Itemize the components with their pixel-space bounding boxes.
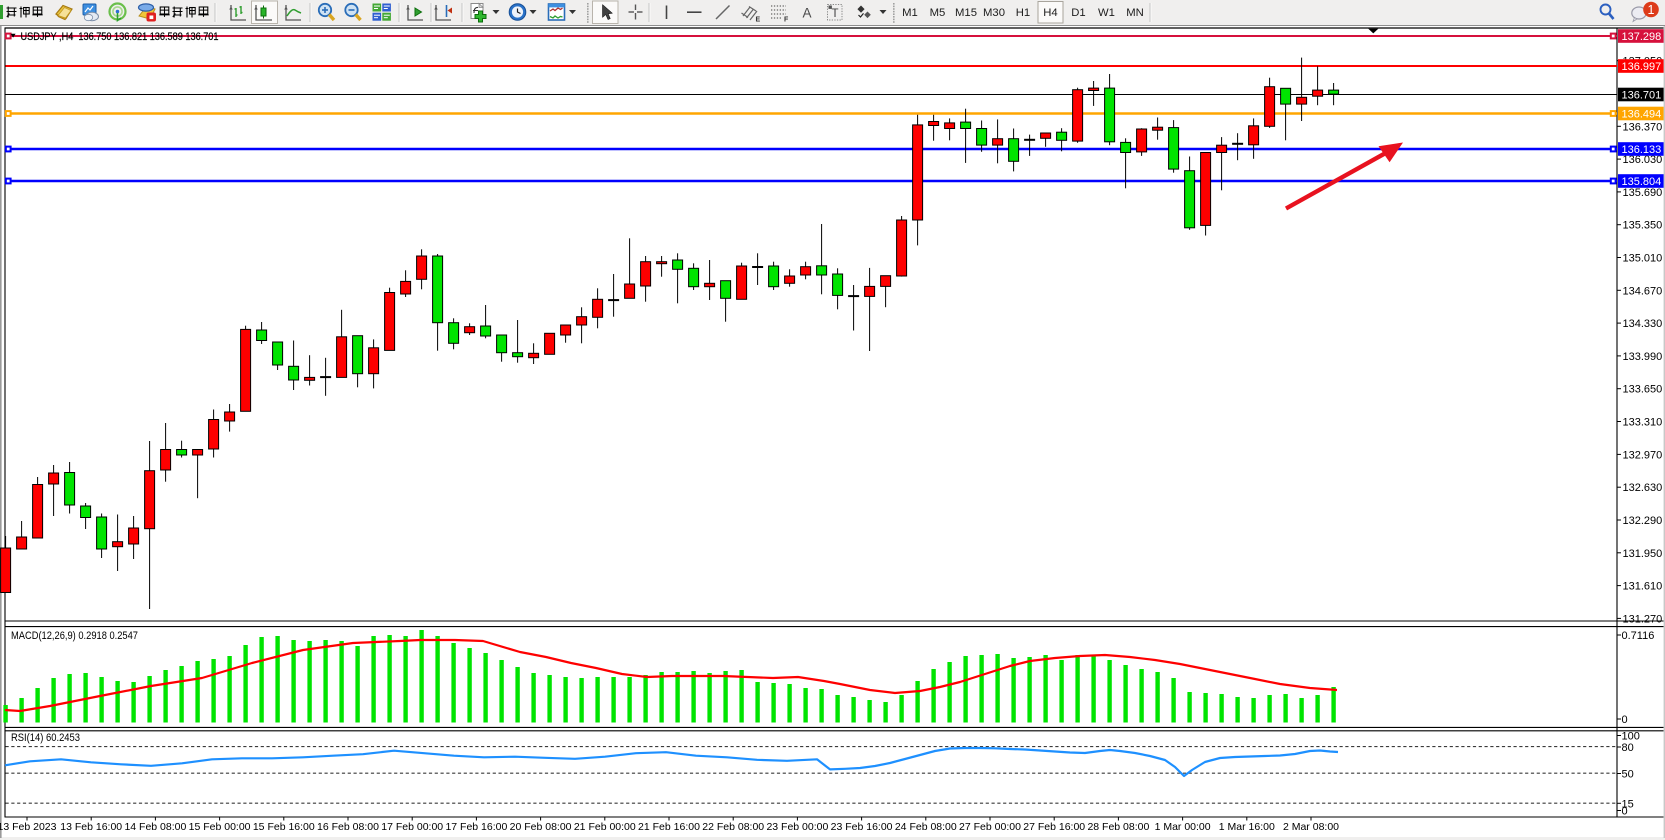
svg-text:M30: M30 xyxy=(983,7,1005,19)
svg-text:1: 1 xyxy=(1648,3,1655,17)
svg-text:17 Feb 16:00: 17 Feb 16:00 xyxy=(445,821,507,833)
svg-text:135.690: 135.690 xyxy=(1623,187,1663,199)
svg-text:F: F xyxy=(784,17,789,24)
svg-text:22 Feb 08:00: 22 Feb 08:00 xyxy=(702,821,764,833)
svg-text:133.990: 133.990 xyxy=(1623,351,1663,363)
svg-text:135.010: 135.010 xyxy=(1623,253,1663,265)
svg-text:E: E xyxy=(756,17,761,24)
svg-text:0: 0 xyxy=(1622,714,1628,726)
svg-text:132.290: 132.290 xyxy=(1623,515,1663,527)
svg-text:T: T xyxy=(832,8,839,20)
svg-text:M1: M1 xyxy=(902,7,918,19)
svg-text:H1: H1 xyxy=(1016,7,1030,19)
svg-text:D1: D1 xyxy=(1071,7,1085,19)
svg-text:136.997: 136.997 xyxy=(1622,61,1662,73)
svg-text:135.804: 135.804 xyxy=(1622,176,1662,188)
svg-text:136.030: 136.030 xyxy=(1623,154,1663,166)
svg-text:A: A xyxy=(803,6,812,21)
svg-text:20 Feb 08:00: 20 Feb 08:00 xyxy=(510,821,572,833)
svg-text:21 Feb 16:00: 21 Feb 16:00 xyxy=(638,821,700,833)
svg-text:M15: M15 xyxy=(955,7,977,19)
svg-text:0.7116: 0.7116 xyxy=(1622,630,1655,642)
svg-text:USDJPY ,H4 136.750 136.821 13: USDJPY ,H4 136.750 136.821 136.589 136.7… xyxy=(21,31,219,43)
svg-text:50: 50 xyxy=(1622,769,1634,781)
svg-text:137.298: 137.298 xyxy=(1622,31,1662,43)
svg-text:0: 0 xyxy=(1622,806,1628,818)
svg-text:24 Feb 08:00: 24 Feb 08:00 xyxy=(895,821,957,833)
svg-text:28 Feb 08:00: 28 Feb 08:00 xyxy=(1087,821,1149,833)
svg-text:2 Mar 08:00: 2 Mar 08:00 xyxy=(1283,821,1339,833)
svg-text:21 Feb 00:00: 21 Feb 00:00 xyxy=(574,821,636,833)
svg-text:W1: W1 xyxy=(1098,7,1115,19)
svg-text:13 Feb 2023: 13 Feb 2023 xyxy=(0,821,57,833)
svg-text:15 Feb 00:00: 15 Feb 00:00 xyxy=(189,821,251,833)
svg-text:M5: M5 xyxy=(930,7,946,19)
svg-text:133.310: 133.310 xyxy=(1623,417,1663,429)
svg-text:MN: MN xyxy=(1126,7,1144,19)
svg-text:80: 80 xyxy=(1622,742,1634,754)
svg-text:23 Feb 16:00: 23 Feb 16:00 xyxy=(831,821,893,833)
svg-text:27 Feb 00:00: 27 Feb 00:00 xyxy=(959,821,1021,833)
svg-text:136.133: 136.133 xyxy=(1622,144,1662,156)
svg-text:133.650: 133.650 xyxy=(1623,384,1663,396)
svg-text:1 Mar 16:00: 1 Mar 16:00 xyxy=(1219,821,1275,833)
svg-text:MACD(12,26,9) 0.2918 0.2547: MACD(12,26,9) 0.2918 0.2547 xyxy=(11,630,138,642)
svg-text:100: 100 xyxy=(1622,731,1640,743)
svg-text:135.350: 135.350 xyxy=(1623,220,1663,232)
svg-text:14 Feb 08:00: 14 Feb 08:00 xyxy=(124,821,186,833)
svg-text:15 Feb 16:00: 15 Feb 16:00 xyxy=(253,821,315,833)
svg-text:16 Feb 08:00: 16 Feb 08:00 xyxy=(317,821,379,833)
svg-text:H4: H4 xyxy=(1043,7,1057,19)
svg-text:27 Feb 16:00: 27 Feb 16:00 xyxy=(1023,821,1085,833)
svg-text:RSI(14) 60.2453: RSI(14) 60.2453 xyxy=(11,732,80,744)
svg-text:131.610: 131.610 xyxy=(1623,581,1663,593)
svg-text:136.701: 136.701 xyxy=(1622,90,1662,102)
svg-text:131.270: 131.270 xyxy=(1623,613,1663,625)
svg-text:134.330: 134.330 xyxy=(1623,318,1663,330)
svg-text:132.970: 132.970 xyxy=(1623,449,1663,461)
svg-text:23 Feb 00:00: 23 Feb 00:00 xyxy=(766,821,828,833)
svg-text:1 Mar 00:00: 1 Mar 00:00 xyxy=(1155,821,1211,833)
svg-text:17 Feb 00:00: 17 Feb 00:00 xyxy=(381,821,443,833)
svg-text:134.670: 134.670 xyxy=(1623,285,1663,297)
svg-text:131.950: 131.950 xyxy=(1623,548,1663,560)
svg-text:132.630: 132.630 xyxy=(1623,482,1663,494)
svg-text:136.494: 136.494 xyxy=(1622,109,1662,121)
svg-text:136.370: 136.370 xyxy=(1623,121,1663,133)
svg-text:13 Feb 16:00: 13 Feb 16:00 xyxy=(60,821,122,833)
svg-text:15: 15 xyxy=(1622,798,1634,810)
